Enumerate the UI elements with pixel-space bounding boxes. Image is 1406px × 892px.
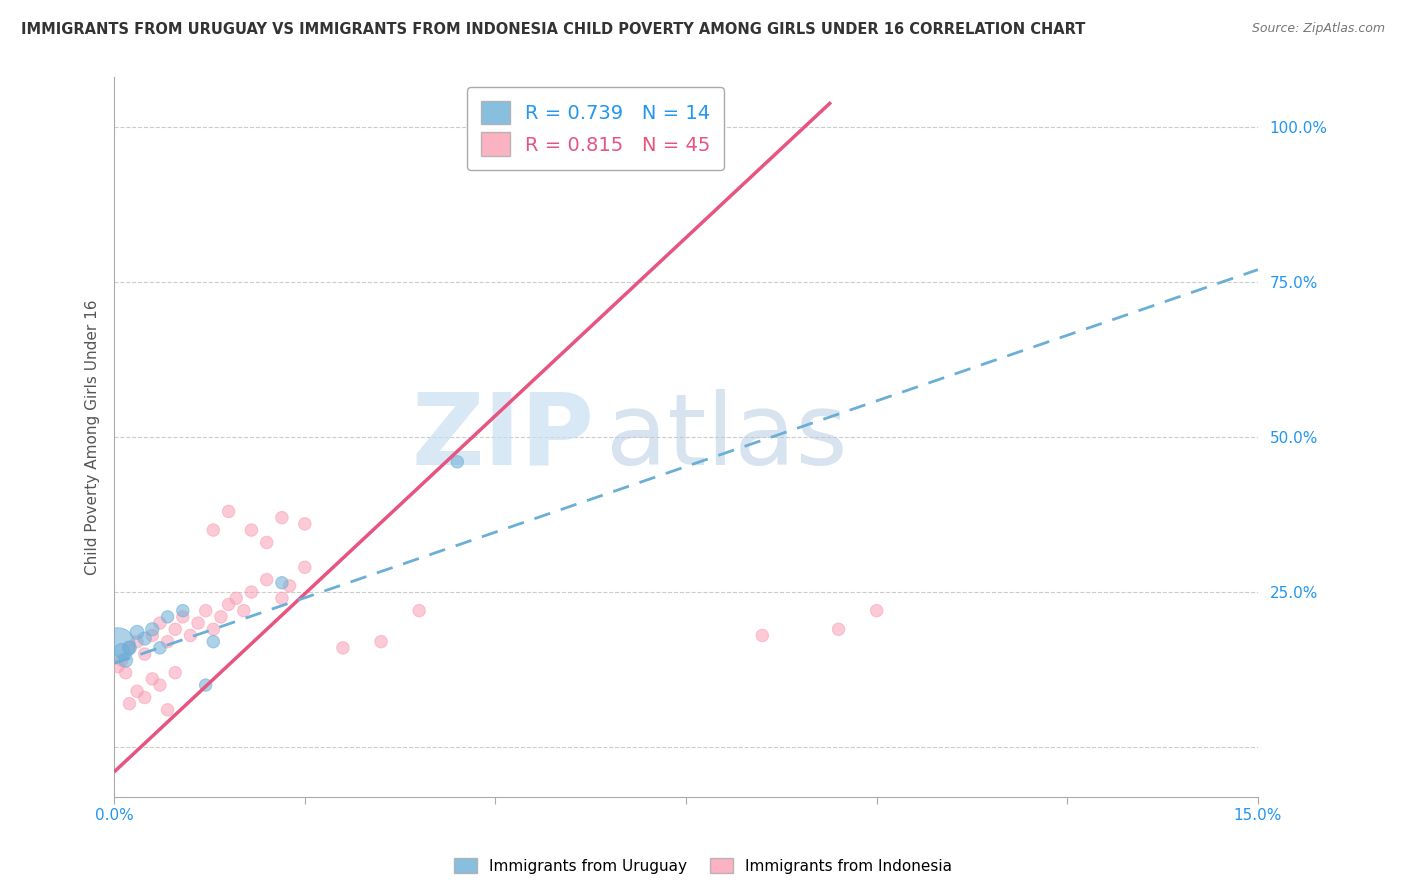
Point xyxy=(172,604,194,618)
Point xyxy=(134,690,156,705)
Point xyxy=(202,622,225,636)
Point xyxy=(141,628,163,642)
Point xyxy=(172,610,194,624)
Point xyxy=(111,653,134,667)
Point xyxy=(187,616,209,631)
Point xyxy=(111,644,134,658)
Point xyxy=(125,684,148,698)
Point xyxy=(370,634,392,648)
Point xyxy=(149,640,172,655)
Point xyxy=(114,665,136,680)
Text: IMMIGRANTS FROM URUGUAY VS IMMIGRANTS FROM INDONESIA CHILD POVERTY AMONG GIRLS U: IMMIGRANTS FROM URUGUAY VS IMMIGRANTS FR… xyxy=(21,22,1085,37)
Text: Source: ZipAtlas.com: Source: ZipAtlas.com xyxy=(1251,22,1385,36)
Point xyxy=(107,659,129,673)
Point xyxy=(675,138,697,153)
Point xyxy=(271,575,294,590)
Point xyxy=(118,640,141,655)
Text: atlas: atlas xyxy=(606,389,848,485)
Point xyxy=(165,665,187,680)
Point xyxy=(194,604,217,618)
Point xyxy=(621,138,644,153)
Text: ZIP: ZIP xyxy=(412,389,595,485)
Point xyxy=(218,504,240,518)
Point xyxy=(149,616,172,631)
Point xyxy=(209,610,232,624)
Point xyxy=(165,622,187,636)
Legend: R = 0.739   N = 14, R = 0.815   N = 45: R = 0.739 N = 14, R = 0.815 N = 45 xyxy=(467,87,724,169)
Point xyxy=(114,653,136,667)
Point xyxy=(827,622,849,636)
Point xyxy=(149,678,172,692)
Point xyxy=(232,604,254,618)
Point xyxy=(156,610,179,624)
Legend: Immigrants from Uruguay, Immigrants from Indonesia: Immigrants from Uruguay, Immigrants from… xyxy=(447,852,959,880)
Point xyxy=(134,647,156,661)
Point xyxy=(194,678,217,692)
Point xyxy=(141,672,163,686)
Point xyxy=(751,628,773,642)
Point xyxy=(179,628,201,642)
Point xyxy=(156,703,179,717)
Point xyxy=(141,622,163,636)
Point xyxy=(125,625,148,640)
Point xyxy=(134,632,156,646)
Point xyxy=(408,604,430,618)
Point xyxy=(225,591,247,606)
Point xyxy=(332,640,354,655)
Point xyxy=(218,598,240,612)
Point xyxy=(294,560,316,574)
Point xyxy=(294,516,316,531)
Point xyxy=(107,638,129,652)
Y-axis label: Child Poverty Among Girls Under 16: Child Poverty Among Girls Under 16 xyxy=(86,300,100,574)
Point xyxy=(240,585,263,599)
Point xyxy=(866,604,889,618)
Point xyxy=(156,634,179,648)
Point xyxy=(271,510,294,524)
Point xyxy=(118,640,141,655)
Point xyxy=(256,535,278,549)
Point xyxy=(202,634,225,648)
Point xyxy=(271,591,294,606)
Point xyxy=(256,573,278,587)
Point xyxy=(446,455,468,469)
Point xyxy=(118,697,141,711)
Point xyxy=(125,634,148,648)
Point xyxy=(278,579,301,593)
Point xyxy=(240,523,263,537)
Point xyxy=(202,523,225,537)
